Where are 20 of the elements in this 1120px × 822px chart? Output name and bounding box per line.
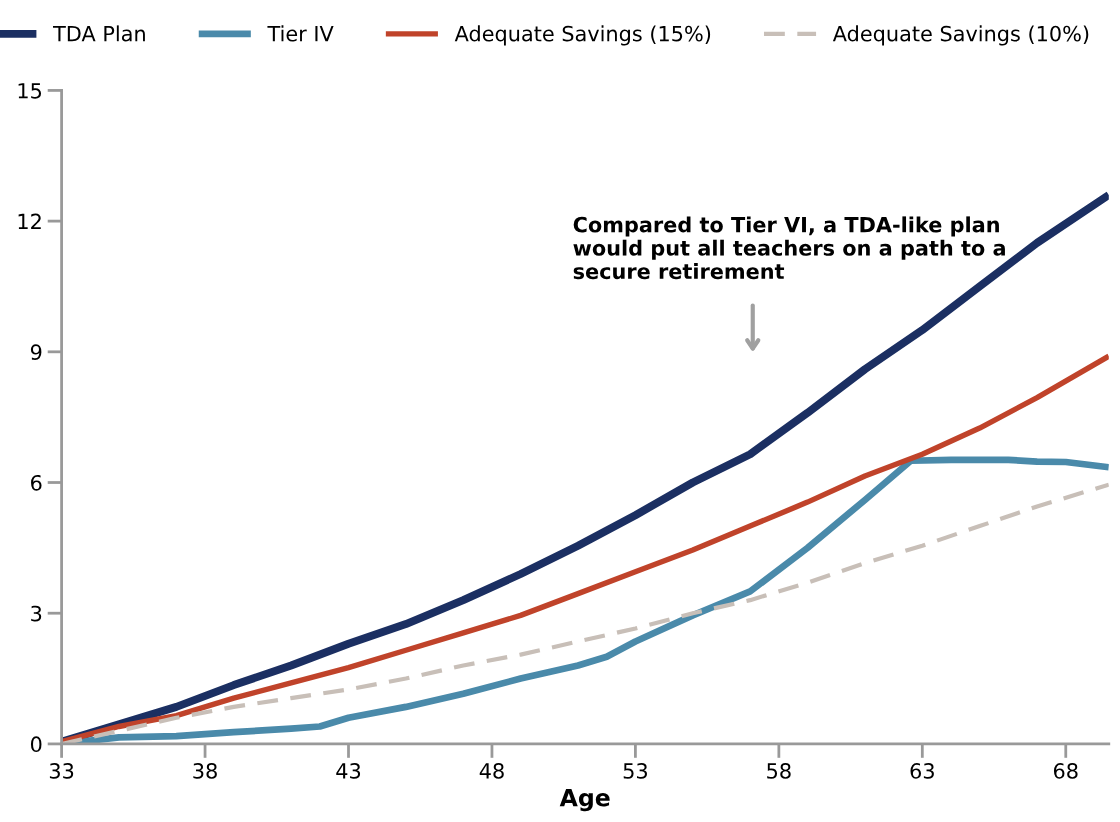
y-tick-label: 0 xyxy=(30,736,42,753)
x-tick-label: 58 xyxy=(767,763,791,779)
x-tick-label: 63 xyxy=(910,763,934,779)
x-tick-label: 53 xyxy=(623,763,647,779)
x-tick-label: 43 xyxy=(336,763,361,779)
x-tick-label: 38 xyxy=(193,763,217,779)
x-tick-label: 68 xyxy=(1053,763,1078,779)
y-tick-label: 6 xyxy=(31,474,42,491)
legend-label: Adequate Savings (15%) xyxy=(454,25,711,46)
y-tick-label: 12 xyxy=(18,213,41,230)
legend-label: TDA Plan xyxy=(53,25,145,42)
x-axis-title: Age xyxy=(559,788,610,812)
y-tick-label: 9 xyxy=(30,344,42,361)
legend-label: Tier IV xyxy=(267,25,334,42)
y-tick-label: 3 xyxy=(31,605,42,622)
x-tick-label: 33 xyxy=(49,763,74,779)
legend-label: Adequate Savings (10%) xyxy=(832,25,1089,46)
y-tick-label: 15 xyxy=(18,83,42,99)
annotation: Compared to Tier VI, a TDA-like plan would put all teachers on a path to a secure retirement xyxy=(573,216,1005,280)
x-tick-label: 48 xyxy=(479,763,504,779)
